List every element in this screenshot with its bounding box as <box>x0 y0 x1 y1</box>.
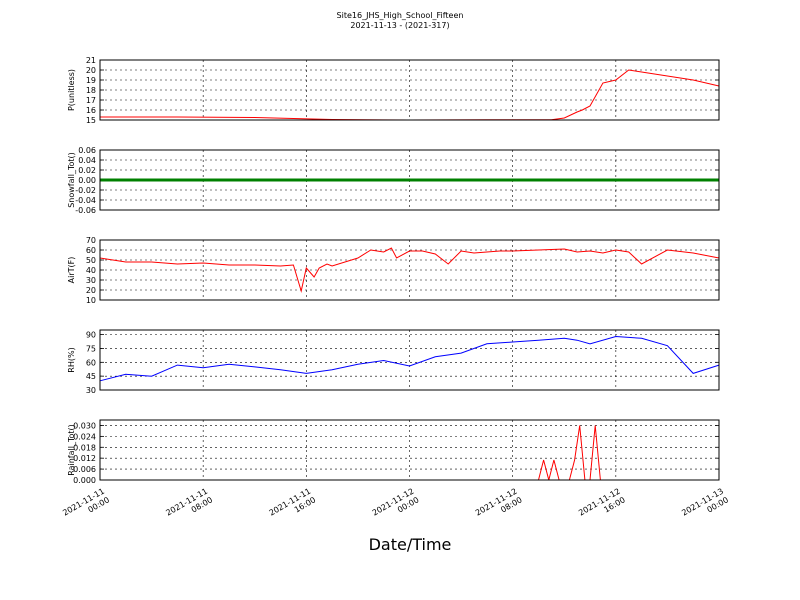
y-tick-label: 15 <box>86 116 96 125</box>
y-tick-label: 75 <box>86 344 96 353</box>
figure-title-line2: 2021-11-13 - (2021-317) <box>350 21 449 30</box>
plot-frame <box>99 239 720 301</box>
y-tick-label: 19 <box>86 76 96 85</box>
y-tick-label: 30 <box>86 386 96 395</box>
y-tick-label: 0.018 <box>73 443 96 452</box>
y-axis-label: Rainfall_Tot() <box>67 424 76 476</box>
y-tick-label: 0.06 <box>78 146 96 155</box>
y-tick-label: 10 <box>86 296 96 305</box>
y-tick-label: 90 <box>86 331 96 340</box>
y-tick-label: 30 <box>86 276 96 285</box>
y-tick-label: 50 <box>86 256 96 265</box>
series-line <box>99 247 720 293</box>
y-axis-label: RH(%) <box>67 347 76 372</box>
y-tick-label: 0.000 <box>73 476 96 485</box>
y-tick-label: 60 <box>86 358 96 367</box>
y-tick-label: 60 <box>86 246 96 255</box>
plot-frame <box>99 419 720 481</box>
y-axis-label: P(unitless) <box>67 69 76 111</box>
y-tick-label: -0.04 <box>75 196 96 205</box>
plot-frame <box>99 329 720 391</box>
y-tick-label: -0.02 <box>75 186 96 195</box>
y-tick-label: 18 <box>86 86 96 95</box>
y-tick-label: 21 <box>86 56 96 65</box>
y-tick-label: 70 <box>86 236 96 245</box>
y-tick-label: 0.00 <box>78 176 96 185</box>
plot-frame <box>99 59 720 121</box>
series-line <box>99 335 720 382</box>
y-tick-label: 40 <box>86 266 96 275</box>
y-axis-label: Snowfall_Tot() <box>67 152 76 208</box>
y-tick-label: 45 <box>86 372 96 381</box>
y-tick-label: 0.030 <box>73 421 96 430</box>
y-tick-label: 0.012 <box>73 454 96 463</box>
x-axis-label: Date/Time <box>369 535 452 554</box>
y-tick-label: 20 <box>86 286 96 295</box>
y-tick-label: 0.04 <box>78 156 96 165</box>
y-tick-label: -0.06 <box>75 206 96 215</box>
y-axis-label: AirT(F) <box>67 257 76 284</box>
y-tick-label: 0.024 <box>73 432 96 441</box>
y-tick-label: 0.02 <box>78 166 96 175</box>
figure-title-line1: Site16_JHS_High_School_Fifteen <box>337 11 464 20</box>
y-tick-label: 0.006 <box>73 465 96 474</box>
y-tick-label: 20 <box>86 66 96 75</box>
y-tick-label: 16 <box>86 106 96 115</box>
y-tick-label: 17 <box>86 96 96 105</box>
plot-frame <box>99 149 720 211</box>
